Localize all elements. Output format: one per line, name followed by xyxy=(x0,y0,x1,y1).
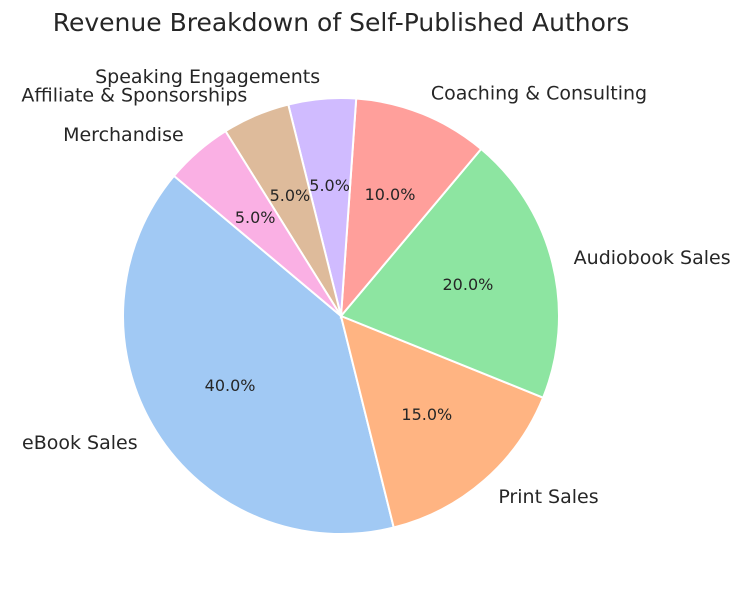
slice-label-audiobook-sales: Audiobook Sales xyxy=(574,247,731,269)
pie-slices xyxy=(122,97,560,535)
chart-title: Revenue Breakdown of Self-Published Auth… xyxy=(53,8,629,37)
slice-label-affiliate-and-sponsorships: Affiliate & Sponsorships xyxy=(21,84,247,106)
pie-labels: 40.0% eBook Sales 15.0% Print Sales 20.0% Aud… xyxy=(21,66,730,508)
slice-label-ebook-sales: eBook Sales xyxy=(22,432,138,454)
pct-label-print-sales: 15.0% xyxy=(401,405,452,424)
pct-label-audiobook-sales: 20.0% xyxy=(443,275,494,294)
slice-label-merchandise: Merchandise xyxy=(63,124,184,146)
pct-label-ebook-sales: 40.0% xyxy=(205,376,256,395)
slice-merchandise xyxy=(172,129,342,317)
slice-coaching-and-consulting xyxy=(339,97,483,320)
slice-label-speaking-engagements: Speaking Engagements xyxy=(95,66,320,88)
pct-label-speaking-engagements: 5.0% xyxy=(309,176,350,195)
pct-label-merchandise: 5.0% xyxy=(235,208,276,227)
pct-label-affiliate-and-sponsorships: 5.0% xyxy=(270,186,311,205)
slice-label-print-sales: Print Sales xyxy=(498,486,598,508)
slice-label-coaching-and-consulting: Coaching & Consulting xyxy=(431,83,647,105)
slice-print-sales xyxy=(339,314,545,529)
slice-audiobook-sales xyxy=(339,147,560,399)
slice-ebook-sales xyxy=(122,174,395,535)
pct-label-coaching-and-consulting: 10.0% xyxy=(365,185,416,204)
